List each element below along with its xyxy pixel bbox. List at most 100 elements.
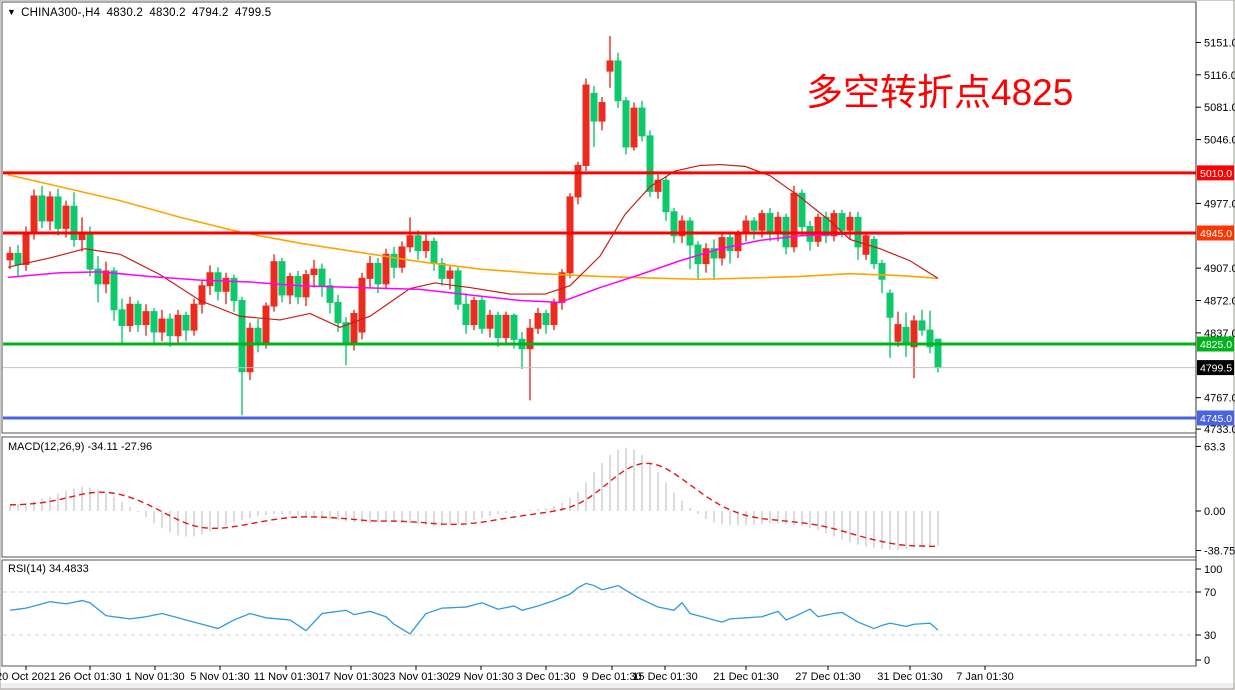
date-tick-label: 23 Nov 01:30 bbox=[383, 671, 448, 683]
macd-signal-value: -27.96 bbox=[120, 441, 153, 453]
price-badge-4799.5: 4799.5 bbox=[1197, 360, 1234, 376]
symbol-dropdown-icon[interactable]: ▼ bbox=[7, 7, 17, 17]
candle bbox=[734, 233, 742, 252]
rsi-scale-label: 70 bbox=[1204, 587, 1216, 599]
date-tick-label: 11 Nov 01:30 bbox=[254, 671, 319, 683]
macd-scale-label: 0.00 bbox=[1204, 506, 1225, 518]
candle bbox=[174, 314, 182, 337]
rsi-label: RSI(14) bbox=[8, 563, 46, 575]
date-tick-label: 31 Dec 01:30 bbox=[877, 671, 942, 683]
candle bbox=[430, 240, 438, 265]
macd-scale-label: -38.75 bbox=[1204, 546, 1235, 558]
candle bbox=[798, 192, 806, 228]
candle bbox=[894, 324, 902, 342]
candle bbox=[918, 320, 926, 331]
date-tick-label: 9 Dec 01:30 bbox=[582, 671, 641, 683]
svg-text:4825.0: 4825.0 bbox=[1200, 339, 1232, 351]
candle bbox=[766, 213, 774, 235]
date-tick-label: 1 Nov 01:30 bbox=[125, 671, 184, 683]
candle bbox=[118, 309, 126, 326]
candle bbox=[526, 327, 534, 350]
candle bbox=[190, 303, 198, 331]
candle bbox=[678, 220, 686, 237]
ohlc-open: 4830.2 bbox=[106, 7, 143, 19]
candle bbox=[110, 270, 118, 311]
macd-main-value: -34.11 bbox=[87, 441, 118, 453]
candle bbox=[494, 314, 502, 339]
svg-text:5010.0: 5010.0 bbox=[1200, 168, 1232, 180]
candle bbox=[134, 303, 142, 326]
candle bbox=[470, 300, 478, 326]
candle bbox=[222, 277, 230, 292]
svg-text:4745.0: 4745.0 bbox=[1200, 413, 1232, 425]
candle bbox=[638, 107, 646, 137]
candle bbox=[630, 107, 638, 148]
candle bbox=[758, 213, 766, 231]
candle bbox=[334, 301, 342, 324]
price-tick-label: 5046.0 bbox=[1204, 135, 1235, 147]
candle bbox=[646, 135, 654, 192]
chart-text-annotation[interactable]: 多空转折点4825 bbox=[806, 72, 1074, 113]
candle bbox=[366, 263, 374, 279]
candle bbox=[358, 277, 366, 333]
candle bbox=[598, 102, 606, 122]
candle bbox=[62, 205, 70, 229]
svg-text:4945.0: 4945.0 bbox=[1200, 228, 1232, 240]
rsi-indicator-header: RSI(14) 34.4833 bbox=[8, 563, 89, 575]
price-tick-label: 5081.0 bbox=[1204, 102, 1235, 114]
candle bbox=[510, 314, 518, 340]
candle bbox=[454, 270, 462, 305]
ohlc-close: 4799.5 bbox=[234, 7, 272, 19]
chart-title-bar: ▼ CHINA300-,H4 4830.2 4830.2 4794.2 4799.… bbox=[7, 7, 274, 19]
candle bbox=[926, 329, 934, 348]
candle bbox=[262, 305, 270, 344]
candle bbox=[158, 318, 166, 333]
candle bbox=[534, 312, 542, 329]
ma-magenta-line bbox=[7, 232, 939, 304]
candle bbox=[422, 240, 430, 252]
candle bbox=[14, 252, 22, 265]
ohlc-low: 4794.2 bbox=[192, 7, 229, 19]
candle bbox=[382, 253, 390, 285]
date-axis: 20 Oct 2021 26 Oct 01:30 1 Nov 01:30 5 Nov … bbox=[0, 666, 1014, 683]
candle bbox=[254, 327, 262, 344]
date-tick-label: 20 Oct 2021 bbox=[0, 671, 56, 683]
macd-indicator-header: MACD(12,26,9) -34.11 -27.96 bbox=[8, 441, 152, 453]
candle bbox=[414, 235, 422, 252]
candle bbox=[662, 179, 670, 213]
candle bbox=[310, 268, 318, 276]
candle bbox=[46, 196, 54, 222]
candle bbox=[102, 270, 110, 285]
candle bbox=[478, 300, 486, 329]
price-tick-label: 5116.0 bbox=[1204, 70, 1235, 82]
main-price-panel[interactable] bbox=[3, 35, 1196, 420]
date-tick-label: 5 Nov 01:30 bbox=[190, 671, 249, 683]
candle bbox=[22, 231, 30, 265]
price-tick-label: 5151.0 bbox=[1204, 37, 1235, 49]
candle bbox=[750, 220, 758, 231]
candle bbox=[390, 253, 398, 268]
candle bbox=[502, 314, 510, 339]
candle bbox=[318, 268, 326, 287]
price-tick-label: 4872.0 bbox=[1204, 296, 1235, 308]
candle bbox=[702, 248, 710, 265]
symbol-timeframe-label: CHINA300-,H4 bbox=[21, 7, 101, 19]
candle bbox=[6, 252, 14, 261]
rsi-scale-label: 30 bbox=[1204, 630, 1216, 642]
candle bbox=[398, 246, 406, 268]
candle bbox=[238, 300, 246, 373]
candle bbox=[486, 314, 494, 329]
date-tick-label: 15 Dec 01:30 bbox=[632, 671, 697, 683]
price-tick-label: 4733.0 bbox=[1204, 424, 1235, 436]
candle bbox=[590, 92, 598, 122]
price-tick-label: 4977.0 bbox=[1204, 198, 1235, 210]
candle bbox=[206, 272, 214, 287]
candle bbox=[350, 312, 358, 344]
candle bbox=[574, 164, 582, 198]
candle bbox=[142, 311, 150, 326]
macd-panel bbox=[9, 447, 939, 550]
ma-red-line bbox=[7, 163, 939, 328]
rsi-panel bbox=[3, 582, 1196, 636]
price-badge-4825.0: 4825.0 bbox=[1197, 336, 1234, 352]
